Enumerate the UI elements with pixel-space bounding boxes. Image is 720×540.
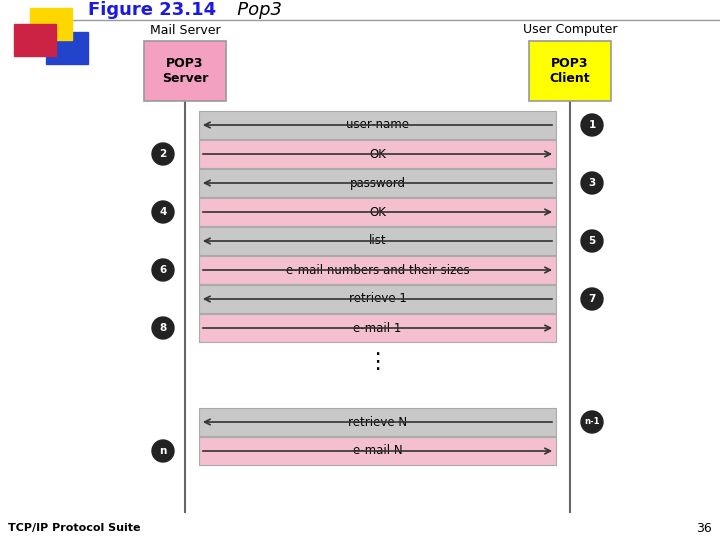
Text: Pop3: Pop3 xyxy=(220,1,282,19)
Bar xyxy=(14,24,56,56)
Circle shape xyxy=(581,230,603,252)
Circle shape xyxy=(152,317,174,339)
Circle shape xyxy=(581,411,603,433)
Bar xyxy=(30,8,72,40)
Text: password: password xyxy=(349,177,405,190)
Text: 3: 3 xyxy=(588,178,595,188)
FancyBboxPatch shape xyxy=(199,256,556,284)
FancyBboxPatch shape xyxy=(199,285,556,313)
Text: retrieve 1: retrieve 1 xyxy=(348,293,406,306)
FancyBboxPatch shape xyxy=(199,227,556,255)
FancyBboxPatch shape xyxy=(199,314,556,342)
FancyBboxPatch shape xyxy=(199,169,556,197)
FancyBboxPatch shape xyxy=(529,41,611,101)
Text: e-mail 1: e-mail 1 xyxy=(354,321,402,334)
FancyBboxPatch shape xyxy=(199,408,556,436)
Text: e-mail N: e-mail N xyxy=(353,444,402,457)
Text: Figure 23.14: Figure 23.14 xyxy=(88,1,216,19)
FancyBboxPatch shape xyxy=(199,198,556,226)
Text: 4: 4 xyxy=(159,207,167,217)
Text: list: list xyxy=(369,234,387,247)
Text: user-name: user-name xyxy=(346,118,409,132)
Text: TCP/IP Protocol Suite: TCP/IP Protocol Suite xyxy=(8,523,140,533)
FancyBboxPatch shape xyxy=(199,111,556,139)
Text: 8: 8 xyxy=(159,323,166,333)
Text: POP3
Server: POP3 Server xyxy=(162,57,208,85)
Text: retrieve N: retrieve N xyxy=(348,415,407,429)
FancyBboxPatch shape xyxy=(144,41,226,101)
Text: 6: 6 xyxy=(159,265,166,275)
Text: Mail Server: Mail Server xyxy=(150,24,220,37)
Circle shape xyxy=(581,288,603,310)
Text: OK: OK xyxy=(369,147,386,160)
Circle shape xyxy=(152,143,174,165)
FancyBboxPatch shape xyxy=(199,140,556,168)
Text: 36: 36 xyxy=(696,522,712,535)
Text: User Computer: User Computer xyxy=(523,24,617,37)
Text: e-mail numbers and their sizes: e-mail numbers and their sizes xyxy=(286,264,469,276)
FancyBboxPatch shape xyxy=(199,437,556,465)
Circle shape xyxy=(581,114,603,136)
Circle shape xyxy=(152,440,174,462)
Circle shape xyxy=(152,259,174,281)
Text: n-1: n-1 xyxy=(584,417,600,427)
Circle shape xyxy=(581,172,603,194)
Text: OK: OK xyxy=(369,206,386,219)
Text: 1: 1 xyxy=(588,120,595,130)
Text: 2: 2 xyxy=(159,149,166,159)
Text: ⋮: ⋮ xyxy=(366,352,389,372)
Text: n: n xyxy=(159,446,167,456)
Circle shape xyxy=(152,201,174,223)
Text: POP3
Client: POP3 Client xyxy=(549,57,590,85)
Text: 5: 5 xyxy=(588,236,595,246)
Text: 7: 7 xyxy=(588,294,595,304)
Bar xyxy=(46,32,88,64)
